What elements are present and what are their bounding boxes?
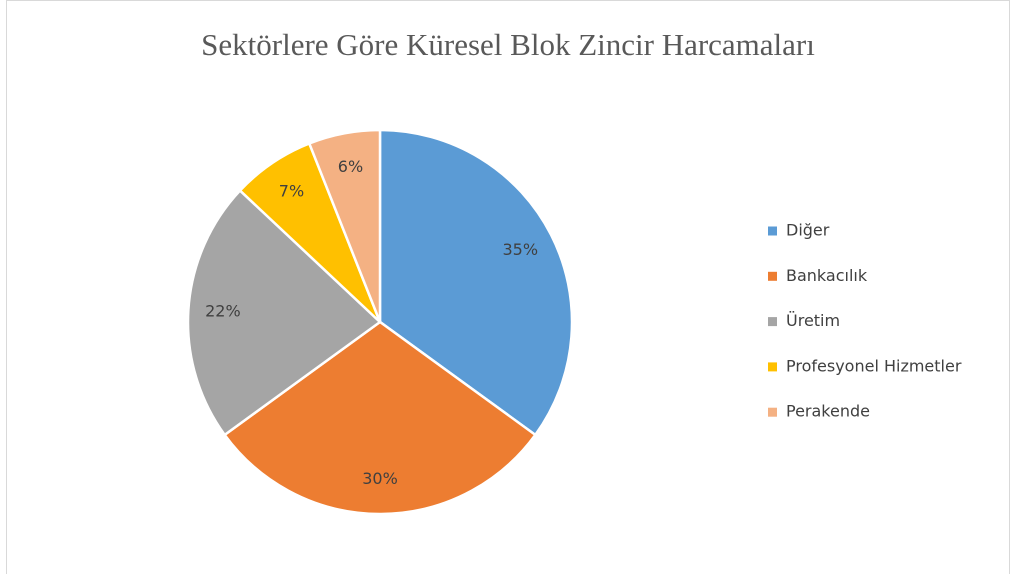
legend-label: Diğer: [786, 221, 830, 240]
chart-title: Sektörlere Göre Küresel Blok Zincir Harc…: [201, 27, 815, 62]
data-label: 22%: [205, 302, 241, 321]
legend-label: Bankacılık: [786, 266, 868, 285]
legend-label: Profesyonel Hizmetler: [786, 356, 962, 375]
data-label: 30%: [362, 469, 398, 488]
legend-label: Üretim: [786, 311, 840, 330]
legend-swatch: [768, 317, 777, 327]
legend-swatch: [768, 271, 777, 281]
legend-swatch: [768, 362, 777, 372]
pie-slice: [378, 128, 574, 437]
data-label: 7%: [279, 181, 304, 200]
legend-label: Perakende: [786, 402, 870, 421]
data-label: 35%: [502, 240, 538, 259]
pie-slice: [186, 188, 382, 437]
legend-swatch: [768, 226, 777, 236]
pie-slice: [307, 128, 382, 323]
pie-slice: [222, 320, 538, 516]
legend-swatch: [768, 407, 777, 417]
data-label: 6%: [338, 157, 363, 176]
